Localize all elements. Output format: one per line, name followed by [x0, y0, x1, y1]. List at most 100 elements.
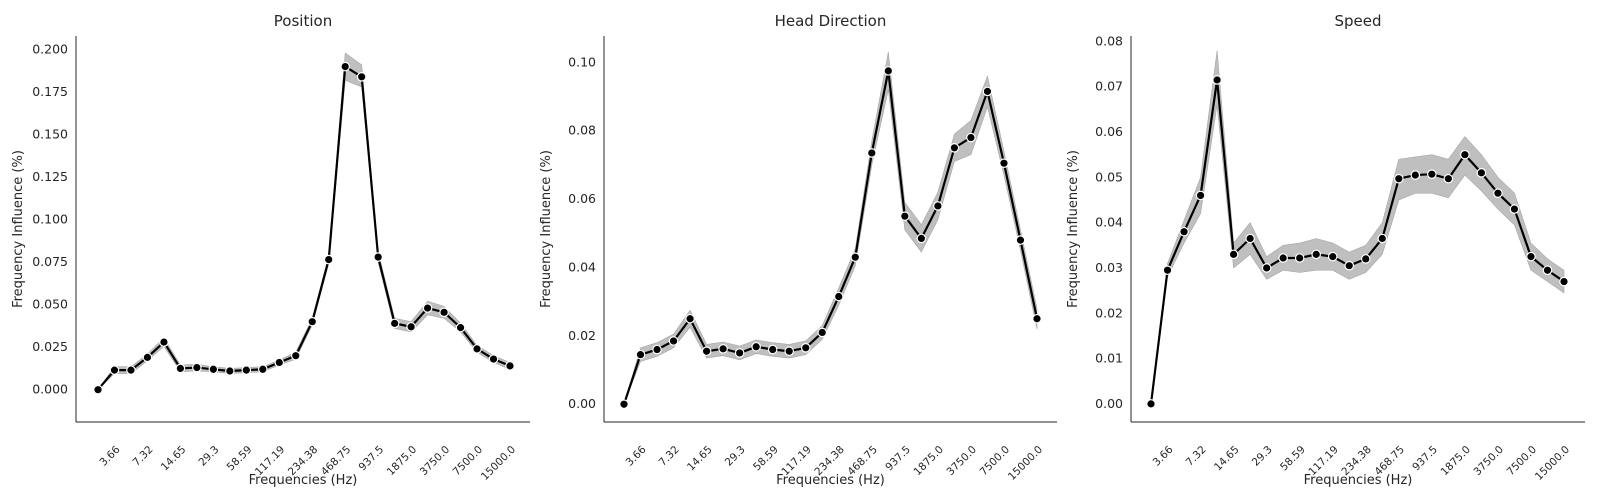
x-tick-label: 15000.0 [1533, 444, 1572, 483]
data-point [406, 321, 416, 332]
data-point [93, 384, 103, 395]
x-tick-label: 1875.0 [385, 444, 419, 478]
chart-panel-2: Speed 0.00 0.01 0.02 0.03 0.04 0.05 0.06 0.07 0.0… [1066, 12, 1585, 488]
chart-panel-0: Position 0.000 0.025 0.050 0.075 0.100 0.125 0.… [11, 12, 530, 488]
data-point [1542, 265, 1553, 276]
data-point [225, 366, 235, 376]
x-axis-label: Frequencies (Hz) [249, 473, 358, 488]
data-point [701, 346, 712, 357]
data-point [619, 399, 629, 410]
chart-title: Head Direction [775, 12, 887, 30]
data-point [505, 361, 515, 371]
y-tick-label: 0.175 [32, 84, 68, 99]
x-tick-label: 14.65 [159, 444, 189, 474]
x-tick-label: 58.59 [751, 444, 781, 474]
data-point [208, 364, 219, 375]
y-tick-label: 0.00 [1095, 396, 1123, 411]
x-tick-label: 29.3 [723, 444, 748, 469]
x-tick-label: 1875.0 [1439, 444, 1473, 478]
y-tick-label: 0.06 [1095, 124, 1123, 139]
data-point [1179, 226, 1189, 237]
x-tick-label: 14.65 [1212, 444, 1242, 474]
x-tick-label: 3750.0 [418, 444, 452, 478]
y-tick-label: 0.05 [1095, 169, 1123, 184]
data-point [784, 346, 794, 357]
x-tick-label: 7.32 [1184, 444, 1209, 469]
data-point [126, 365, 136, 375]
data-point [982, 86, 993, 97]
data-point [767, 344, 778, 355]
y-tick-label: 0.100 [32, 212, 68, 227]
data-point [1360, 254, 1371, 264]
data-point [652, 344, 662, 355]
data-point [1228, 249, 1239, 260]
data-point [175, 363, 186, 374]
data-point [900, 211, 910, 221]
data-point [472, 344, 482, 354]
data-point [933, 201, 943, 211]
x-tick-label: 3750.0 [1472, 444, 1506, 478]
data-point [850, 252, 861, 263]
data-point [1245, 233, 1255, 244]
data-point [800, 343, 811, 353]
x-tick-label: 3.66 [624, 443, 649, 468]
data-point [1344, 260, 1355, 271]
data-point [751, 341, 761, 352]
y-tick-label: 0.050 [32, 297, 68, 312]
x-tick-label: 7.32 [131, 444, 156, 469]
data-point [966, 132, 976, 143]
x-tick-label: 1875.0 [912, 444, 946, 478]
data-point [718, 344, 728, 354]
data-point [323, 254, 334, 265]
y-tick-label: 0.03 [1095, 260, 1123, 275]
data-point [439, 307, 449, 318]
x-tick-label: 58.59 [1278, 444, 1308, 474]
data-point [422, 303, 433, 313]
data-point [1526, 251, 1536, 262]
y-tick-label: 0.04 [568, 259, 596, 274]
x-tick-label: 15000.0 [479, 444, 518, 483]
data-point [949, 142, 960, 153]
y-tick-label: 0.02 [568, 328, 596, 343]
y-tick-label: 0.08 [568, 123, 596, 138]
x-tick-label: 937.5 [357, 444, 387, 474]
data-point [883, 66, 894, 76]
data-point [1195, 190, 1206, 201]
data-point [734, 348, 745, 358]
data-point [340, 61, 350, 72]
chart-title: Position [274, 12, 332, 30]
x-tick-label: 15000.0 [1006, 444, 1045, 483]
data-point [1377, 233, 1388, 244]
data-point [1032, 313, 1042, 324]
x-axis-label: Frequencies (Hz) [776, 473, 885, 488]
data-point [1294, 253, 1305, 263]
data-point [1460, 149, 1470, 160]
data-point [192, 362, 202, 373]
y-axis-label: Frequency Influence (%) [1066, 150, 1081, 308]
x-tick-label: 29.3 [1250, 444, 1275, 469]
data-point [1311, 249, 1321, 260]
x-tick-label: 29.3 [196, 444, 221, 469]
data-point [1327, 251, 1338, 262]
data-point [241, 365, 252, 375]
data-point [290, 350, 301, 361]
y-tick-label: 0.025 [32, 339, 68, 354]
x-tick-label: 937.5 [1410, 444, 1440, 474]
data-point [685, 313, 695, 324]
y-tick-label: 0.07 [1095, 79, 1123, 94]
data-point [635, 349, 646, 360]
x-tick-label: 3750.0 [945, 444, 979, 478]
data-point [488, 354, 499, 364]
data-point [1509, 204, 1520, 214]
x-axis-label: Frequencies (Hz) [1304, 473, 1413, 488]
y-tick-label: 0.04 [1095, 215, 1123, 230]
data-point [356, 72, 367, 82]
data-point [817, 327, 828, 338]
x-tick-label: 937.5 [883, 444, 913, 474]
data-point [916, 233, 927, 244]
data-point [389, 318, 400, 329]
y-tick-label: 0.00 [568, 396, 596, 411]
y-axis-label: Frequency Influence (%) [539, 150, 554, 308]
data-point [257, 364, 268, 375]
y-tick-label: 0.125 [32, 169, 68, 184]
